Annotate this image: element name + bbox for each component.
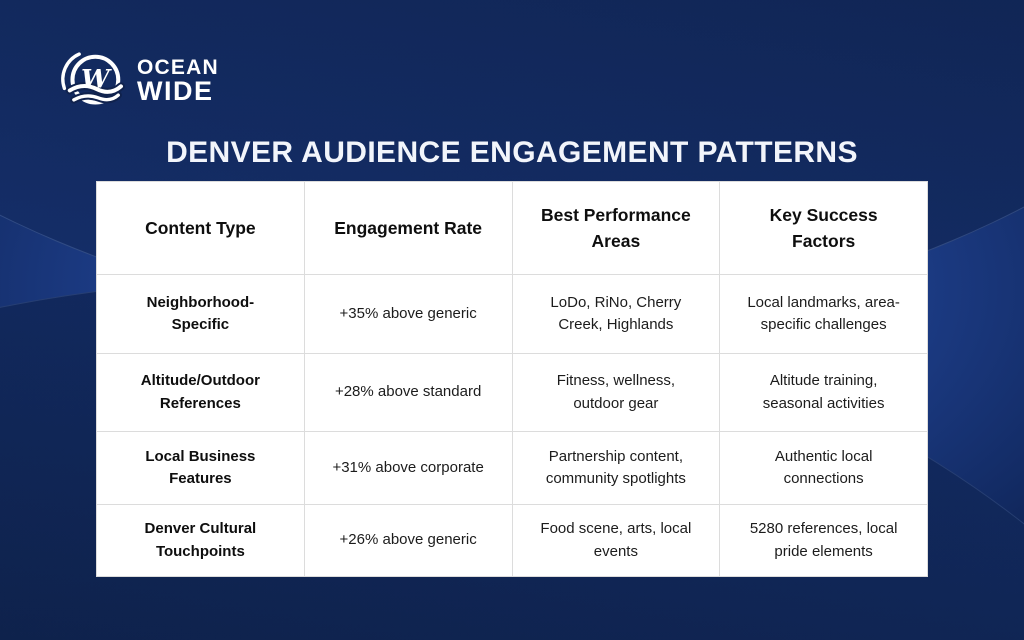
column-header-best-performance-areas: Best Performance Areas [511, 181, 721, 275]
cell-engagement-rate: +35% above generic [303, 274, 513, 354]
cell-key-success-factors: Authentic local connections [719, 431, 928, 505]
table-row: Neighborhood-Specific +35% above generic… [96, 274, 928, 354]
cell-best-performance-areas: Food scene, arts, local events [511, 504, 721, 577]
table-row: Altitude/Outdoor References +28% above s… [96, 353, 928, 432]
table-row: Local Business Features +31% above corpo… [96, 431, 928, 505]
table-row: Denver Cultural Touchpoints +26% above g… [96, 504, 928, 577]
cell-engagement-rate: +26% above generic [303, 504, 513, 577]
wave-circle-logo-icon: W [61, 52, 125, 105]
cell-content-type: Denver Cultural Touchpoints [96, 504, 305, 577]
cell-engagement-rate: +28% above standard [303, 353, 513, 432]
cell-content-type: Neighborhood-Specific [96, 274, 305, 354]
column-header-engagement-rate: Engagement Rate [303, 181, 513, 275]
cell-key-success-factors: Altitude training, seasonal activities [719, 353, 928, 432]
engagement-patterns-table: Content Type Engagement Rate Best Perfor… [96, 181, 928, 577]
cell-content-type: Altitude/Outdoor References [96, 353, 305, 432]
logo-wordmark-bottom: WIDE [137, 75, 214, 106]
logo-wordmark: OCEAN WIDE [137, 55, 219, 106]
cell-best-performance-areas: Fitness, wellness, outdoor gear [511, 353, 721, 432]
cell-key-success-factors: 5280 references, local pride elements [719, 504, 928, 577]
column-header-key-success-factors: Key Success Factors [719, 181, 928, 275]
cell-best-performance-areas: LoDo, RiNo, Cherry Creek, Highlands [511, 274, 721, 354]
table-header-row: Content Type Engagement Rate Best Perfor… [96, 181, 928, 275]
cell-content-type: Local Business Features [96, 431, 305, 505]
cell-best-performance-areas: Partnership content, community spotlight… [511, 431, 721, 505]
logo-monogram: W [81, 65, 112, 95]
oceanwide-logo: W OCEAN WIDE [57, 48, 219, 114]
cell-key-success-factors: Local landmarks, area-specific challenge… [719, 274, 928, 354]
column-header-content-type: Content Type [96, 181, 305, 275]
cell-engagement-rate: +31% above corporate [303, 431, 513, 505]
logo-wordmark-top: OCEAN [137, 55, 219, 79]
page-title: DENVER AUDIENCE ENGAGEMENT PATTERNS [166, 136, 858, 169]
